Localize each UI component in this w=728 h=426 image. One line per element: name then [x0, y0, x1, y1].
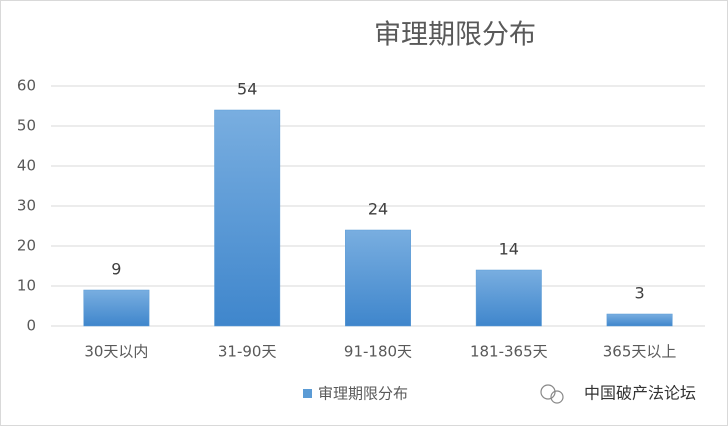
bar [345, 229, 411, 327]
data-label: 24 [368, 200, 388, 219]
x-tick-label: 365天以上 [603, 343, 677, 361]
x-tick-label: 181-365天 [470, 343, 548, 361]
bar [606, 313, 673, 327]
y-tick-label: 60 [17, 77, 36, 95]
y-tick-label: 0 [26, 317, 36, 335]
y-tick-label: 50 [17, 117, 36, 135]
y-tick-label: 40 [17, 157, 36, 175]
y-tick-label: 20 [17, 237, 36, 255]
data-label: 14 [499, 240, 519, 259]
data-label: 9 [111, 260, 121, 279]
bar [475, 269, 542, 327]
x-tick-label: 30天以内 [84, 343, 148, 361]
legend-label: 审理期限分布 [318, 385, 408, 403]
data-label: 54 [237, 80, 257, 99]
y-tick-label: 30 [17, 197, 36, 215]
bar [214, 109, 281, 327]
bar [83, 289, 150, 327]
y-tick-label: 10 [17, 277, 36, 295]
chart-title: 审理期限分布 [374, 20, 536, 51]
data-label: 3 [635, 284, 645, 303]
watermark: 中国破产法论坛 [584, 384, 696, 403]
watermark-icon [540, 384, 564, 404]
x-tick-label: 91-180天 [344, 343, 412, 361]
legend-swatch [303, 389, 312, 398]
x-tick-label: 31-90天 [218, 343, 277, 361]
